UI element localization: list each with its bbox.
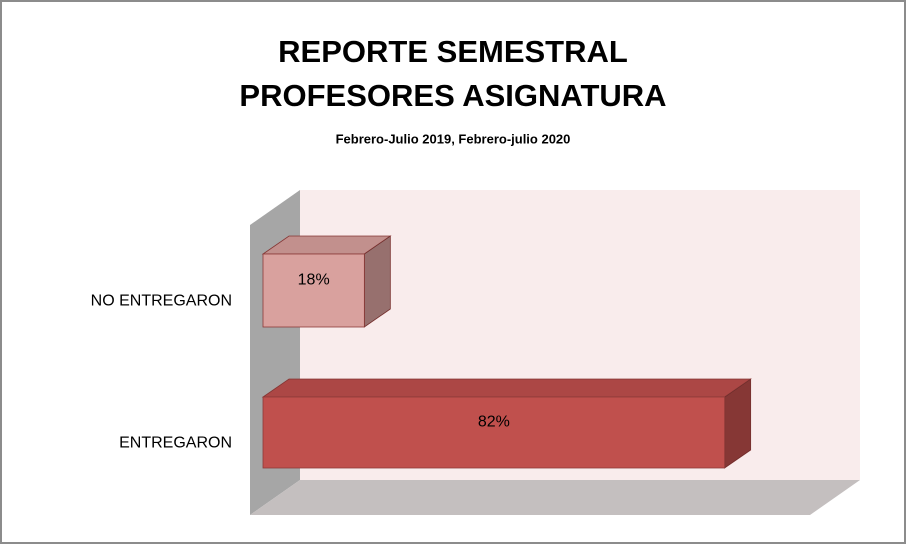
category-label: ENTREGARON bbox=[119, 435, 232, 452]
chart-subtitle: Febrero-Julio 2019, Febrero-julio 2020 bbox=[336, 131, 571, 146]
bar-top-shade bbox=[263, 236, 391, 254]
data-label: 82% bbox=[478, 414, 510, 431]
bar bbox=[262, 396, 726, 469]
bar-top-shade bbox=[263, 379, 751, 397]
chart-title: REPORTE SEMESTRAL PROFESORES ASIGNATURA bbox=[239, 34, 667, 113]
title-box: REPORTE SEMESTRAL PROFESORES ASIGNATURA bbox=[239, 34, 667, 113]
bar-side-shade bbox=[364, 236, 391, 327]
floor bbox=[250, 480, 860, 515]
bar bbox=[262, 253, 365, 328]
category-label: NO ENTREGARON bbox=[91, 293, 232, 310]
data-label: 18% bbox=[298, 272, 330, 289]
bar-side-shade bbox=[724, 379, 751, 468]
